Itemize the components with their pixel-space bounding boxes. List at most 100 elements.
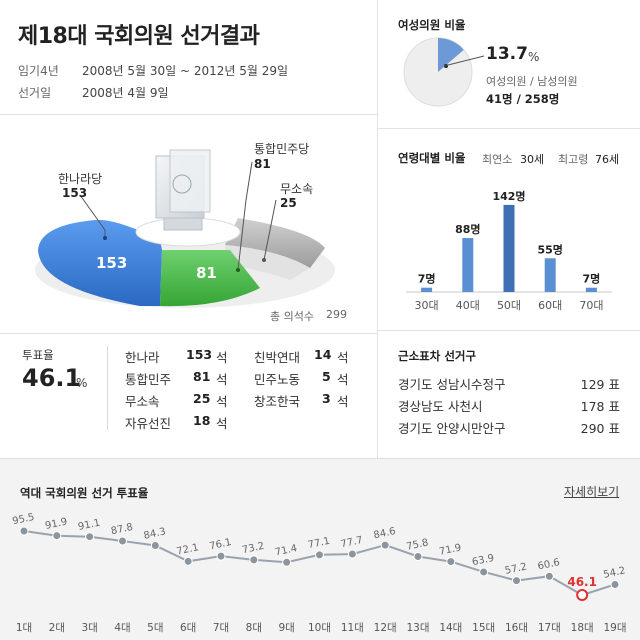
women-percent-unit: % [528,50,540,64]
party-name: 한나라 [125,350,160,365]
turnout-value-label: 77.1 [307,536,331,551]
turnout-tick-label: 1대 [16,622,32,634]
turnout-value-label: 84.6 [373,526,397,541]
turnout-value: 46.1 [22,364,82,392]
total-seats-value: 299 [326,308,347,321]
turnout-value-label: 60.6 [537,557,561,572]
turnout-unit: % [76,376,88,390]
turnout-value-label: 95.5 [11,512,35,527]
turnout-tick-label: 7대 [213,622,229,634]
leader-line-2 [237,161,253,271]
turnout-value-label: 46.1 [567,575,597,589]
age-bar [585,287,597,292]
election-day-value: 2008년 4월 9일 [82,86,169,100]
women-ratio-title: 여성의원 비율 [398,18,466,32]
party-seat-count: 3 [322,391,331,406]
leader-dot-1 [103,236,107,240]
pie-label-democratic-value: 81 [254,157,271,171]
page-title: 제18대 국회의원 선거결과 [18,24,260,49]
turnout-value-label: 54.2 [602,565,626,580]
turnout-point [413,552,423,562]
turnout-point [85,532,95,542]
turnout-value-label: 84.3 [143,526,167,541]
age-bar-value-label: 55명 [537,242,562,256]
turnout-tick-label: 18대 [571,622,594,634]
turnout-point-highlight [576,589,589,601]
party-name: 자유선진 [125,416,172,431]
party-seat-unit: 석 [337,350,349,365]
turnout-tick-label: 14대 [439,622,462,634]
term-label: 임기4년 [18,64,59,78]
age-divider [378,330,640,331]
party-name: 창조한국 [254,394,301,409]
turnout-point [249,555,259,565]
age-tick-label: 70대 [579,299,603,312]
turnout-tick-label: 19대 [603,622,626,634]
turnout-point [282,557,292,567]
age-tick-label: 40대 [456,299,480,312]
pie-label-grand-national-name: 한나라당 [58,172,103,186]
closest-votes: 129 표 [580,377,620,392]
election-day-label: 선거일 [18,86,52,100]
party-seat-unit: 석 [216,416,228,431]
slice-grand-national [38,219,162,306]
age-bar-value-label: 7명 [583,272,601,286]
pie-label-grand-national-value: 153 [62,186,88,200]
age-title: 연령대별 비율 [398,151,466,165]
turnout-point [315,550,324,560]
turnout-value-label: 76.1 [208,537,232,552]
turnout-tick-label: 6대 [180,622,196,634]
turnout-value-label: 57.2 [504,561,528,576]
age-tick-label: 50대 [497,299,521,312]
party-seat-unit: 석 [216,350,228,365]
turnout-point [380,540,390,550]
turnout-point [544,571,554,581]
women-divider [378,128,640,129]
party-seat-count: 153 [186,347,213,362]
leader-line-3 [263,199,277,261]
turnout-value-label: 75.8 [405,537,429,552]
party-name: 친박연대 [254,350,301,365]
turnout-tick-label: 15대 [472,622,495,634]
age-tick-label: 60대 [538,299,562,312]
youngest-label: 최연소 [482,153,513,166]
youngest-value: 30세 [520,153,545,166]
turnout-tick-label: 2대 [49,622,65,634]
women-pie-women-slice [438,38,464,72]
turnout-point [19,526,29,536]
column-divider [377,0,378,458]
history-line-chart: 95.5 1대 91.9 2대 91.1 3대 87.8 4대 84.3 5대 72.1 6대 76.1… [11,512,626,634]
pie-inner-label-blue: 153 [96,254,128,272]
ballot-box-emblem [172,174,192,194]
party-name: 통합민주 [125,372,172,387]
party-seat-unit: 석 [337,372,349,387]
turnout-point [118,536,127,546]
age-bar [462,238,474,292]
pie-label-democratic-name: 통합민주당 [254,142,310,156]
seat-pie-chart [35,149,335,308]
turnout-tick-label: 8대 [246,622,262,634]
age-bar [421,287,433,292]
leader-dot-2 [236,268,240,272]
party-name: 무소속 [125,394,160,409]
age-bar [503,204,515,292]
turnout-value-label: 91.9 [44,517,68,532]
leader-dot-3 [262,258,266,262]
turnout-tick-label: 13대 [406,622,429,634]
turnout-value-label: 73.2 [241,541,265,556]
women-percent: 13.7 [486,44,528,64]
turnout-tick-label: 4대 [114,622,130,634]
slice-other [225,218,325,268]
age-bar-chart: 7명 30대 88명 40대 142명 50대 55명 60대 7명 70대 [406,189,612,312]
age-bar-value-label: 7명 [418,272,436,286]
party-name: 민주노동 [254,372,301,387]
turnout-tick-label: 17대 [538,622,561,634]
party-seat-count: 81 [193,369,211,384]
party-seat-count: 14 [314,347,332,362]
turnout-point [52,531,62,541]
turnout-point [216,551,226,561]
turnout-tick-label: 9대 [278,622,294,634]
turnout-point [479,567,489,577]
more-details-link[interactable]: 자세히보기 [564,485,620,499]
